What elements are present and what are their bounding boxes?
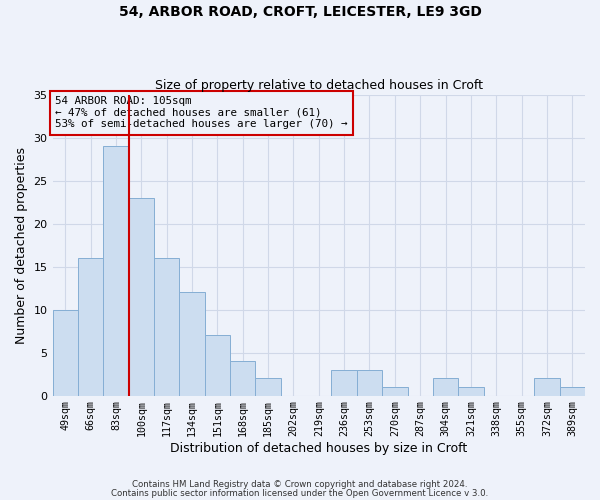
Text: Contains HM Land Registry data © Crown copyright and database right 2024.: Contains HM Land Registry data © Crown c…	[132, 480, 468, 489]
Bar	[154, 258, 179, 396]
Y-axis label: Number of detached properties: Number of detached properties	[15, 146, 28, 344]
Bar	[205, 336, 230, 396]
Text: Contains public sector information licensed under the Open Government Licence v : Contains public sector information licen…	[112, 490, 488, 498]
Bar	[560, 387, 585, 396]
Bar	[230, 361, 256, 396]
Bar	[103, 146, 128, 396]
Bar	[53, 310, 78, 396]
Bar	[382, 387, 407, 396]
Bar	[179, 292, 205, 396]
Bar	[433, 378, 458, 396]
Bar	[458, 387, 484, 396]
Bar	[534, 378, 560, 396]
Text: 54 ARBOR ROAD: 105sqm
← 47% of detached houses are smaller (61)
53% of semi-deta: 54 ARBOR ROAD: 105sqm ← 47% of detached …	[55, 96, 348, 130]
Bar	[128, 198, 154, 396]
Bar	[256, 378, 281, 396]
Bar	[331, 370, 357, 396]
Title: Size of property relative to detached houses in Croft: Size of property relative to detached ho…	[155, 79, 483, 92]
Bar	[78, 258, 103, 396]
Text: 54, ARBOR ROAD, CROFT, LEICESTER, LE9 3GD: 54, ARBOR ROAD, CROFT, LEICESTER, LE9 3G…	[119, 5, 481, 19]
Bar	[357, 370, 382, 396]
X-axis label: Distribution of detached houses by size in Croft: Distribution of detached houses by size …	[170, 442, 467, 455]
